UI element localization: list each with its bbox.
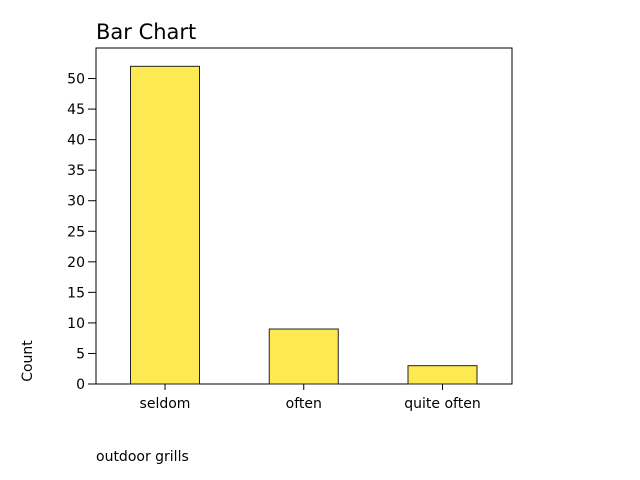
y-tick-label: 20 (67, 255, 85, 271)
y-tick-label: 5 (76, 346, 85, 362)
x-tick-label: seldom (140, 396, 191, 412)
bar (407, 365, 478, 385)
x-axis: seldom often quite often (140, 384, 481, 412)
x-axis-label: outdoor grills (96, 449, 189, 465)
bar (268, 328, 339, 385)
y-tick-label: 35 (67, 163, 85, 179)
y-tick-label: 15 (67, 285, 85, 301)
y-axis-label: Count (20, 340, 36, 382)
x-tick-label: often (286, 396, 322, 412)
y-tick-label: 50 (67, 72, 85, 88)
y-tick-label: 25 (67, 224, 85, 240)
x-tick-label: quite often (404, 396, 480, 412)
y-tick-label: 0 (76, 377, 85, 393)
y-tick-label: 10 (67, 316, 85, 332)
bar (130, 65, 200, 385)
y-axis: 0 5 10 15 20 25 30 35 40 45 50 (67, 72, 96, 393)
bar-series (130, 65, 478, 385)
chart-title: Bar Chart (96, 20, 196, 44)
y-tick-label: 45 (67, 102, 85, 118)
y-tick-label: 40 (67, 133, 85, 149)
y-tick-label: 30 (67, 194, 85, 210)
